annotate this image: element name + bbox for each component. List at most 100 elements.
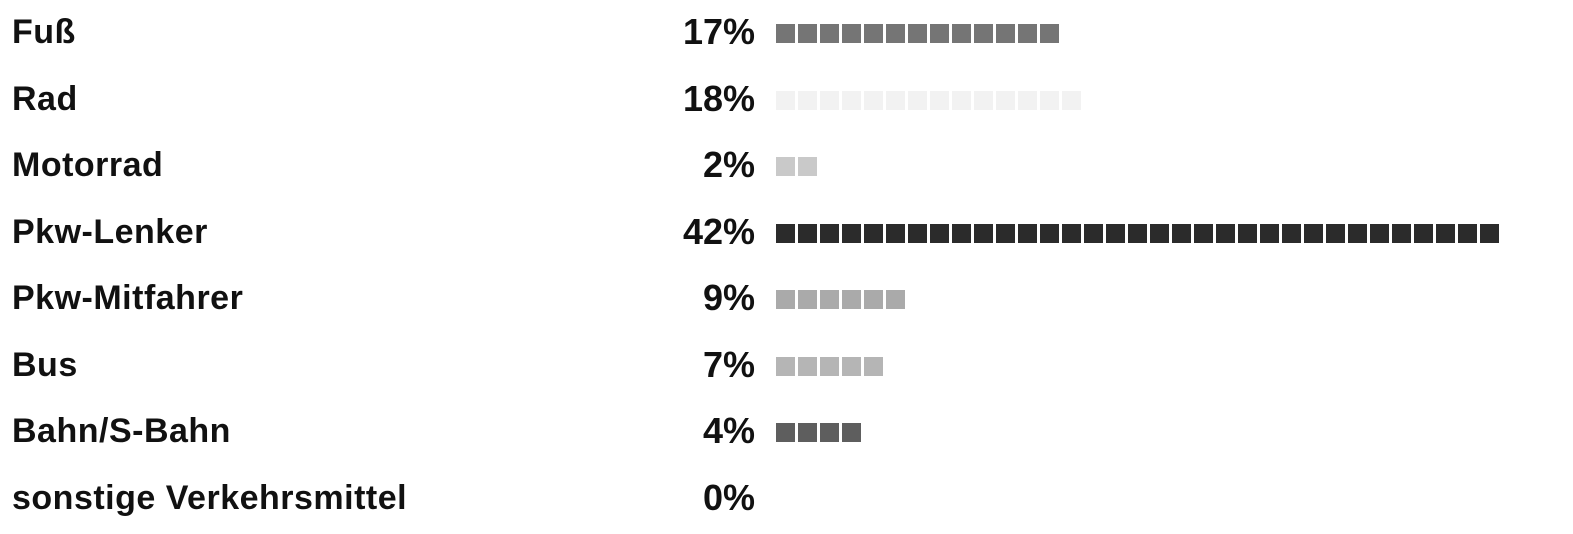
bar-square [1062,90,1081,110]
bar [776,423,861,442]
bar [776,223,1499,243]
bar-square [974,223,993,243]
bar-square [820,423,839,442]
bar-square [996,223,1015,243]
bar-square [842,356,861,376]
chart-row: Pkw-Lenker 42% [0,202,1573,268]
bar-square [864,24,883,43]
bar-square [798,223,817,243]
value-label: 9% [702,277,755,318]
bar-square [820,223,839,243]
value-label: 17% [682,11,755,52]
bar-square [996,24,1015,43]
bar-square [842,24,861,43]
category-label: Fuß [12,13,76,51]
bar-square [798,90,817,110]
bar-square [952,90,971,110]
bar-square [798,290,817,309]
bar-square [1282,223,1301,243]
bar-square [1084,223,1103,243]
chart-row: Bus 7% [0,335,1573,401]
bar-square [842,290,861,309]
bar-square [776,90,795,110]
bar-square [1326,223,1345,243]
bar-square [1018,90,1037,110]
bar-square [798,24,817,43]
value-label: 0% [702,476,755,518]
bar-square [842,423,861,442]
bar-square [864,223,883,243]
bar-square [820,24,839,43]
bar-square [1480,223,1499,243]
chart-row: sonstige Verkehrsmittel 0% [0,468,1573,534]
bar-square [974,24,993,43]
category-label: Pkw-Lenker [12,212,208,251]
bar-square [776,223,795,243]
bar-square [1040,223,1059,243]
bar-square [842,223,861,243]
bar-square [776,290,795,309]
bar [776,356,883,376]
bar-square [996,90,1015,110]
bar-square [1194,223,1213,243]
bar-square [1260,223,1279,243]
bar-square [776,157,795,176]
bar-square [1238,223,1257,243]
bar-square [776,356,795,376]
category-label: Bahn/S-Bahn [12,412,231,450]
category-label: Bus [12,345,78,384]
bar [776,290,905,309]
category-label: Motorrad [12,146,164,184]
value-label: 7% [702,343,755,385]
bar-square [798,423,817,442]
bar-square [820,356,839,376]
bar-square [1062,223,1081,243]
bar-square [930,24,949,43]
bar [776,157,817,176]
bar-square [798,356,817,376]
bar-square [1304,223,1323,243]
bar-square [864,290,883,309]
bar-square [1458,223,1477,243]
value-label: 18% [682,77,755,119]
bar-square [908,90,927,110]
value-label: 2% [702,144,755,185]
bar-square [776,24,795,43]
bar-square [1128,223,1147,243]
category-label: Rad [12,79,78,118]
bar-square [952,223,971,243]
bar-square [864,356,883,376]
bar-square [1370,223,1389,243]
bar-square [820,290,839,309]
bar-square [952,24,971,43]
chart-row: Fuß 17% [0,2,1573,68]
bar-square [1414,223,1433,243]
bar-square [1040,90,1059,110]
chart-row: Rad 18% [0,69,1573,135]
bar-square [864,90,883,110]
bar-square [1436,223,1455,243]
bar-square [1392,223,1411,243]
bar-square [1348,223,1367,243]
bar-square [776,423,795,442]
bar-square [930,90,949,110]
bar-square [798,157,817,176]
bar [776,90,1081,110]
bar-square [842,90,861,110]
bar-square [908,223,927,243]
bar-square [886,290,905,309]
bar-square [1216,223,1235,243]
bar-square [1018,223,1037,243]
bar [776,24,1059,43]
bar-square [1018,24,1037,43]
value-label: 4% [702,410,755,451]
chart-row: Bahn/S-Bahn 4% [0,401,1573,467]
value-label: 42% [682,210,755,252]
bar-square [1040,24,1059,43]
bar-square [974,90,993,110]
bar-square [930,223,949,243]
bar-square [886,24,905,43]
chart-row: Motorrad 2% [0,135,1573,201]
bar-square [820,90,839,110]
